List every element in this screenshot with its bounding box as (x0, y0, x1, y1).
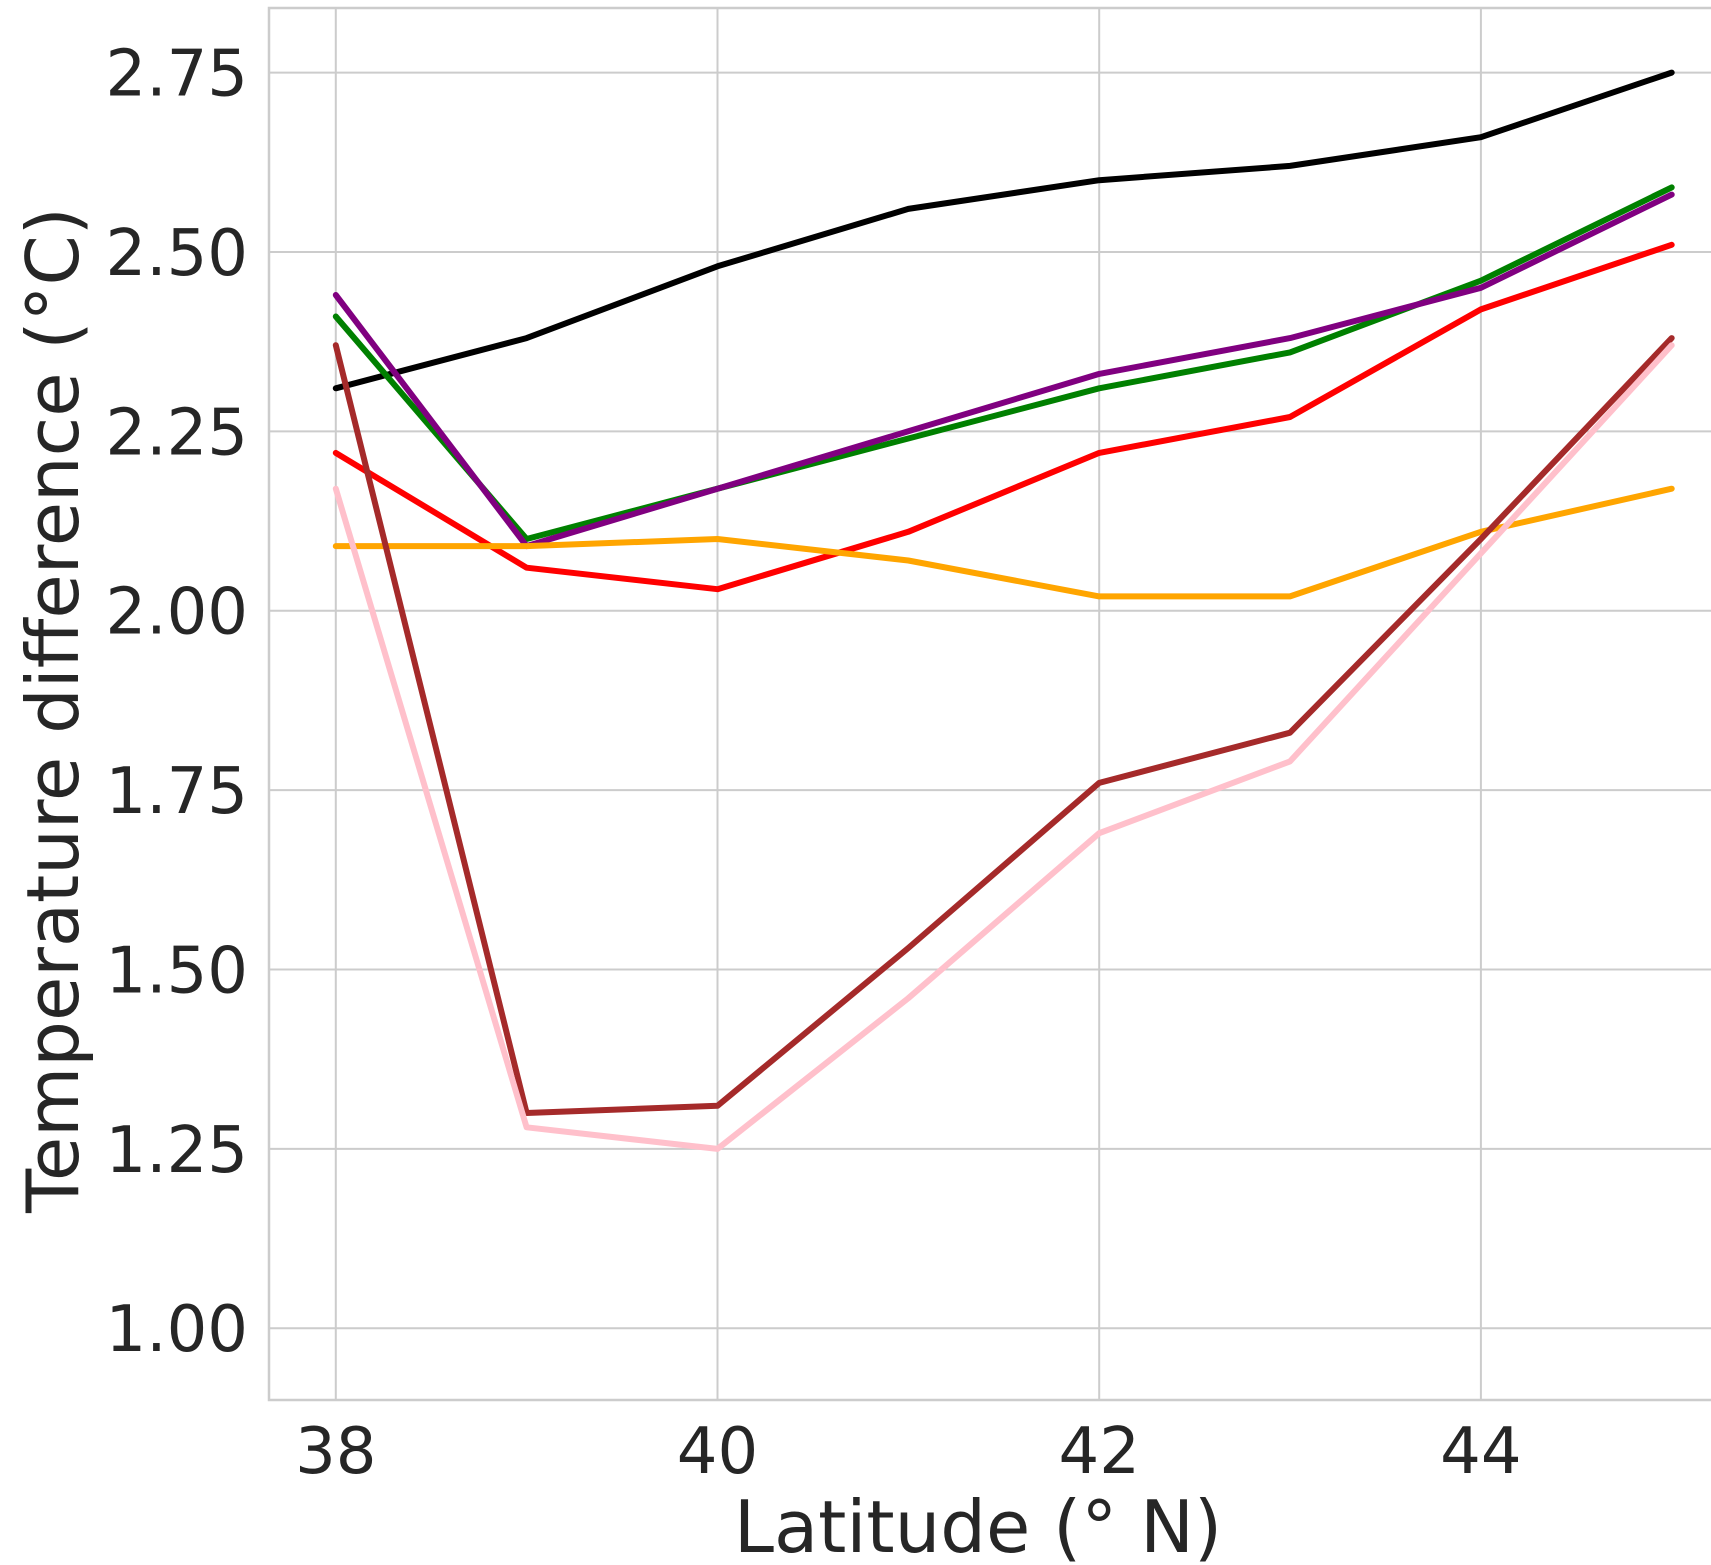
series-line-5 (332, 485, 1675, 600)
x-tick-label: 42 (1058, 1415, 1139, 1489)
y-tick-label: 1.75 (106, 755, 249, 829)
x-axis-label: Latitude (° N) (734, 1485, 1222, 1565)
y-tick-label: 1.00 (106, 1293, 249, 1367)
y-tick-label: 2.50 (106, 217, 249, 291)
x-tick-label: 38 (295, 1415, 376, 1489)
series-line-6 (332, 335, 1675, 1116)
series-line-7 (332, 342, 1675, 1152)
y-tick-label: 1.50 (106, 934, 249, 1008)
y-axis-ticks: 1.00 1.25 1.50 1.75 2.00 2.25 2.50 2.75 (106, 38, 249, 1368)
series-line-1 (332, 69, 1675, 392)
series-group (332, 69, 1675, 1152)
y-axis-label: Temperature difference (°C) (11, 207, 95, 1214)
grid (269, 8, 1711, 1400)
x-tick-label: 44 (1440, 1415, 1521, 1489)
plot-area-frame (267, 6, 1711, 1402)
series-line-4 (332, 241, 1675, 593)
y-tick-label: 2.75 (106, 38, 249, 112)
series-line-3 (332, 191, 1675, 550)
series-line-2 (332, 184, 1675, 542)
y-tick-label: 2.00 (106, 576, 249, 650)
x-axis-ticks: 38 40 42 44 (295, 1415, 1522, 1489)
y-tick-label: 1.25 (106, 1114, 249, 1188)
x-tick-label: 40 (677, 1415, 758, 1489)
y-tick-label: 2.25 (106, 396, 249, 470)
